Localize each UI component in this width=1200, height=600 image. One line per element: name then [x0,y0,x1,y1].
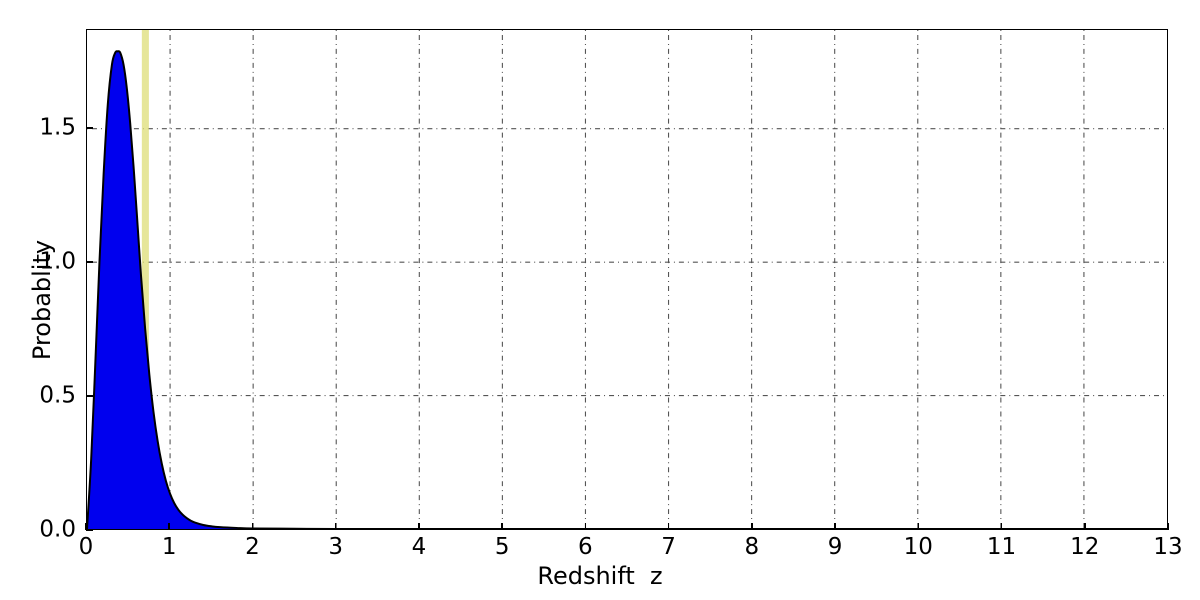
x-tick-label: 2 [245,534,260,560]
x-tick-label: 12 [1070,534,1100,560]
x-tick-mark [584,523,587,530]
x-tick-label: 7 [661,534,676,560]
grid-lines [87,30,1167,529]
x-tick-mark [251,523,254,530]
y-tick-label: 0.5 [39,382,76,409]
x-tick-mark [1083,523,1086,530]
x-tick-mark [1167,523,1169,530]
y-tick-mark [86,261,93,263]
x-tick-label: 0 [78,534,94,560]
y-tick-mark [86,127,93,129]
x-tick-mark [917,523,920,530]
y-tick-label: 0.0 [39,516,76,543]
redshift-marker-band [141,30,149,529]
x-tick-mark [667,523,670,530]
x-tick-label: 3 [328,534,344,560]
x-tick-label: 5 [494,534,510,560]
x-tick-label: 9 [827,534,843,560]
x-tick-mark [334,523,337,530]
x-tick-label: 4 [411,534,427,560]
x-tick-mark [834,523,836,530]
x-tick-mark [1000,523,1003,530]
plot-area [86,29,1168,530]
x-tick-label: 11 [986,534,1017,560]
x-tick-label: 6 [578,534,593,560]
x-tick-mark [168,523,171,530]
y-tick-mark [86,395,93,397]
x-tick-mark [751,523,753,530]
probability-density-curve [87,50,1167,529]
x-tick-label: 13 [1153,534,1183,560]
x-tick-mark [418,523,420,530]
x-axis-label: Redshift z [537,562,663,590]
x-tick-label: 8 [744,534,760,560]
x-tick-mark [85,523,87,530]
y-tick-mark [86,529,93,531]
x-tick-mark [501,523,503,530]
y-tick-label: 1.5 [39,114,76,141]
y-tick-label: 1.0 [39,248,76,275]
x-tick-label: 10 [903,534,933,560]
x-tick-label: 1 [161,534,177,560]
y-axis-label: Probablity [28,239,56,361]
